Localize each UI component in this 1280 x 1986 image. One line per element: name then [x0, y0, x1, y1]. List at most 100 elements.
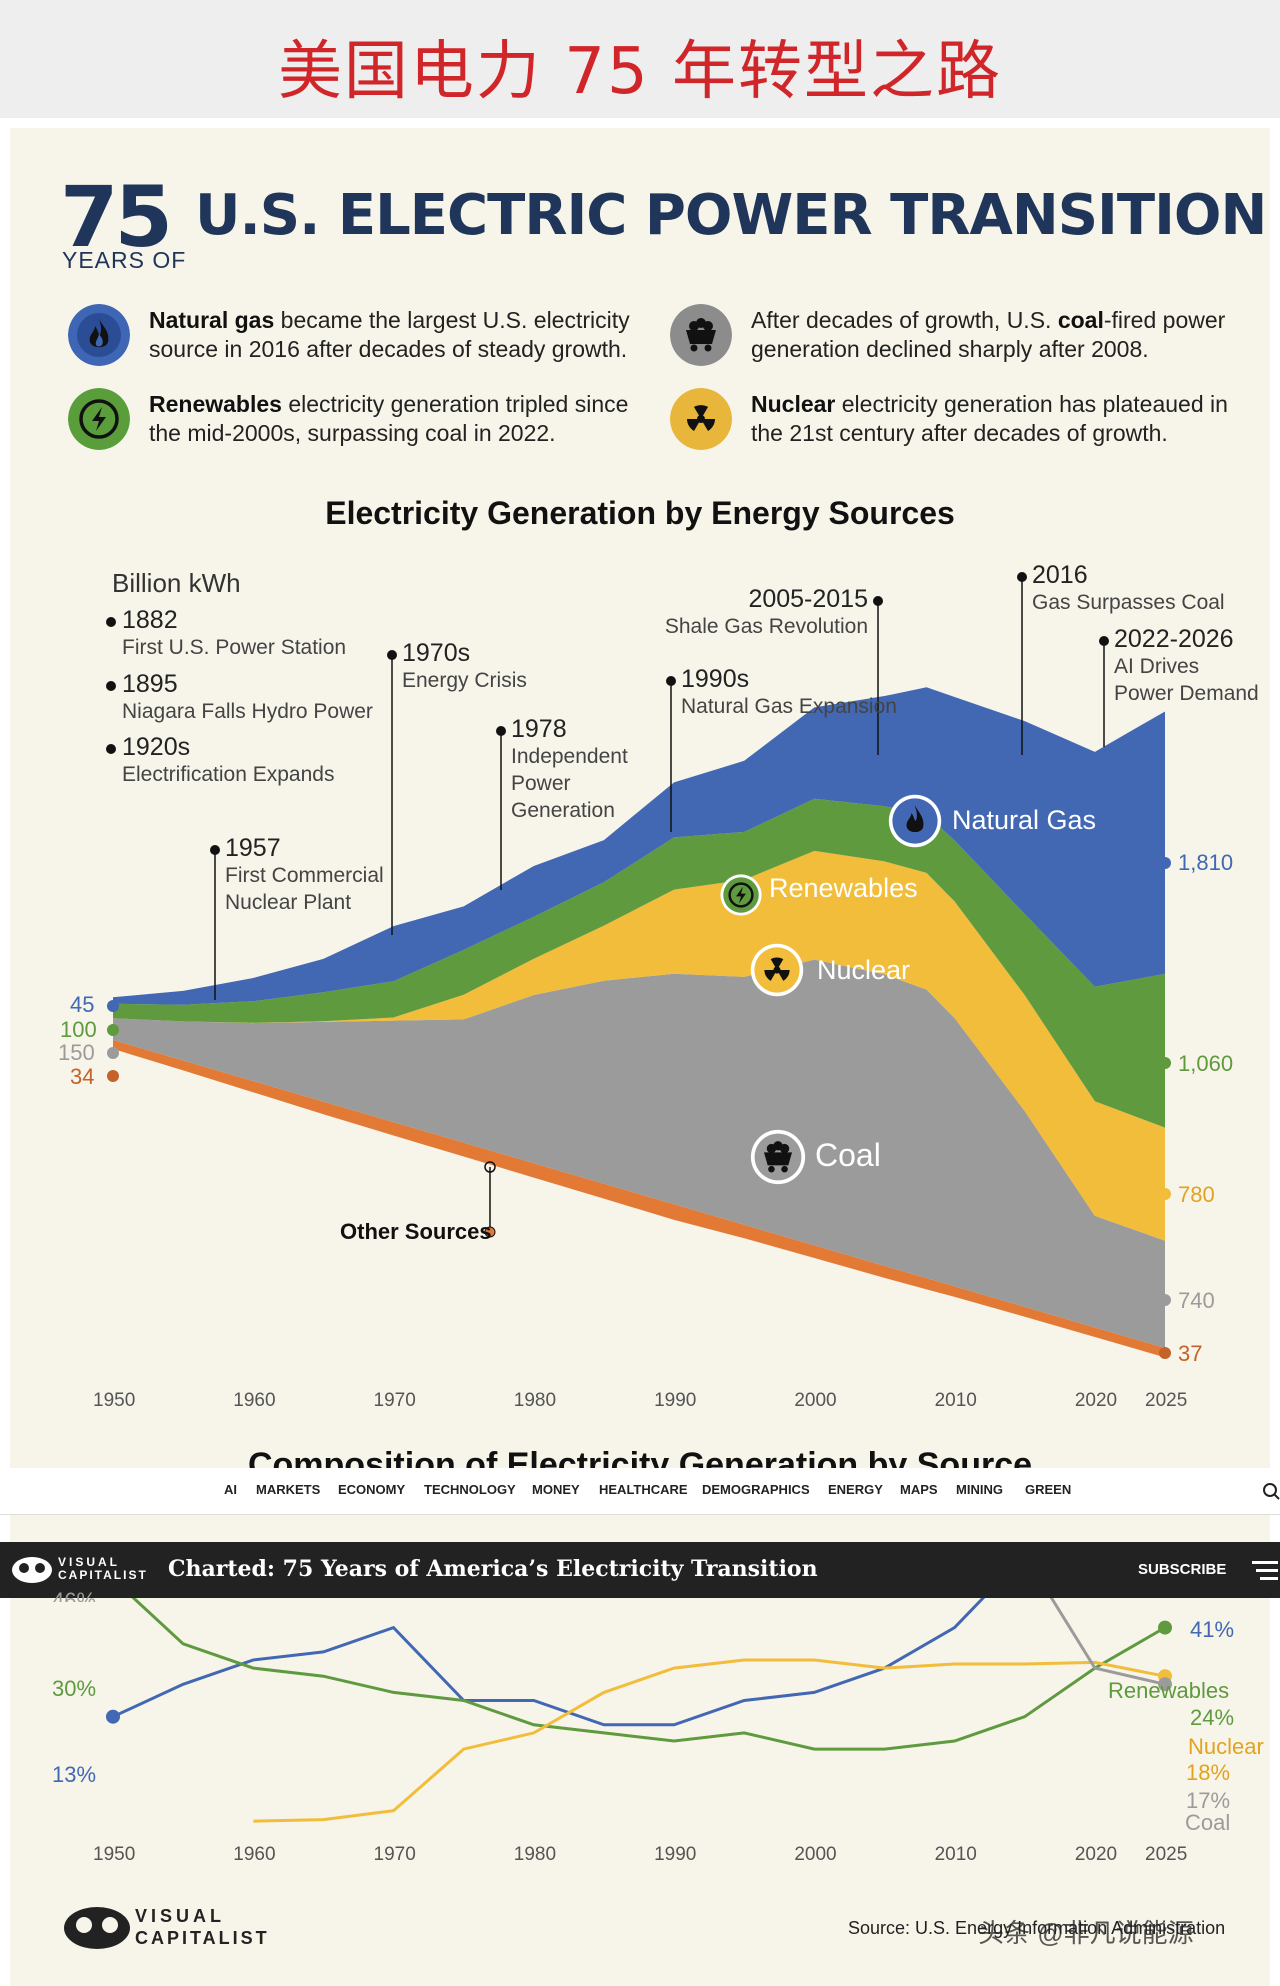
line-start-coal: 46%: [52, 1588, 97, 1602]
x-tick-label: 1970: [373, 1844, 416, 1865]
years-of-label: YEARS OF: [62, 247, 187, 273]
line-start-marker: [106, 1709, 120, 1724]
x-tick-label: 1950: [93, 1844, 136, 1865]
subscribe-button[interactable]: SUBSCRIBE: [1138, 1561, 1227, 1578]
end-label-nuclear: 780: [1178, 1182, 1215, 1207]
annotation-1957: 1957 First Commercial Nuclear Plant: [225, 834, 384, 915]
coal-cart-icon: [670, 304, 732, 366]
nav-green[interactable]: GREEN: [1025, 1482, 1072, 1497]
x-tick-label: 2025: [1145, 1390, 1188, 1411]
footer-brand-top: VISUAL: [135, 1906, 226, 1926]
chart-title: Electricity Generation by Energy Sources: [325, 495, 955, 531]
radiation-icon: [750, 943, 804, 997]
vc-brand-top: VISUAL: [58, 1555, 121, 1569]
start-label-natural-gas: 45: [70, 992, 95, 1017]
lightning-icon: [720, 874, 762, 916]
vc-footer-logo-icon: [64, 1907, 130, 1949]
line-end-marker: [1158, 1483, 1172, 1497]
annotation-1895: 1895 Niagara Falls Hydro Power: [122, 670, 373, 724]
area-natural-gas: [113, 687, 1165, 1005]
annotation-1978: 1978 Independent Power Generation: [511, 715, 628, 823]
line-series-coal: Coal: [1185, 1810, 1231, 1835]
nav-economy[interactable]: ECONOMY: [338, 1482, 406, 1497]
nav-healthcare[interactable]: HEALTHCARE: [599, 1482, 688, 1497]
line-group: [106, 1483, 1172, 1823]
line-start-renewables: 30%: [52, 1676, 97, 1701]
x-tick-label: 1960: [233, 1844, 276, 1865]
banner-title: 美国电力 75 年转型之路: [277, 35, 1003, 109]
other-sources-label: Other Sources: [340, 1219, 492, 1244]
annotation-1882: 1882 First U.S. Power Station: [122, 606, 347, 660]
annotation-2005-2015: 2005-2015 Shale Gas Revolution: [664, 585, 868, 639]
area-other-sources: [113, 1040, 1165, 1358]
annotation-2016: 2016 Gas Surpasses Coal: [1032, 561, 1225, 615]
start-marker-0: [107, 1000, 119, 1012]
renewables-label: Renewables: [769, 873, 918, 903]
fact-natural-gas: Natural gas became the largest U.S. elec…: [149, 307, 630, 362]
x-tick-label: 2000: [794, 1390, 837, 1411]
nav-mining[interactable]: MINING: [956, 1482, 1003, 1497]
line-end-renewables: 24%: [1190, 1705, 1235, 1730]
x-tick-label: 2010: [934, 1844, 977, 1865]
end-marker-4: [1159, 1347, 1171, 1359]
nav-technology[interactable]: TECHNOLOGY: [424, 1482, 516, 1497]
site-navbar: AI MARKETS ECONOMY TECHNOLOGY MONEY HEAL…: [0, 1468, 1280, 1515]
fact-coal: After decades of growth, U.S. coal-fired…: [751, 307, 1226, 362]
x-tick-label: 2020: [1074, 1844, 1118, 1865]
line-renewables: [131, 1598, 1166, 1751]
top-banner: 美国电力 75 年转型之路: [0, 0, 1280, 118]
coal-label: Coal: [815, 1137, 881, 1173]
nav-maps[interactable]: MAPS: [900, 1482, 938, 1497]
x-tick-label: 2020: [1074, 1390, 1118, 1411]
end-label-renewables: 1,060: [1178, 1051, 1234, 1076]
x-tick-label: 1990: [654, 1390, 697, 1411]
search-icon[interactable]: [1262, 1482, 1280, 1500]
end-marker-0: [1159, 857, 1171, 869]
start-marker-3: [107, 1070, 119, 1082]
watermark: 头条 @非凡说能源: [978, 1918, 1194, 1948]
line-end-marker: [1158, 1677, 1172, 1692]
annotation-1970s: 1970s Energy Crisis: [402, 639, 527, 693]
end-marker-3: [1159, 1294, 1171, 1306]
x-tick-label: 1950: [93, 1390, 136, 1411]
natural-gas-label: Natural Gas: [952, 805, 1097, 835]
start-label-coal: 150: [58, 1040, 95, 1065]
x-tick-label: 2010: [934, 1390, 977, 1411]
start-marker-2: [107, 1047, 119, 1059]
article-title: Charted: 75 Years of America’s Electrici…: [168, 1556, 818, 1582]
end-label-other: 37: [1178, 1341, 1203, 1366]
annotation-1990s: 1990s Natural Gas Expansion: [681, 665, 897, 719]
nav-ai[interactable]: AI: [224, 1482, 237, 1497]
end-marker-2: [1159, 1188, 1171, 1200]
line-series-renewables: Renewables: [1108, 1678, 1230, 1703]
cut-title-wrap: Composition of Electricity Generation by…: [0, 1440, 1280, 1468]
fact-renewables: Renewables electricity generation triple…: [149, 391, 629, 446]
x-tick-label: 1980: [513, 1390, 557, 1411]
end-label-coal: 740: [1178, 1288, 1215, 1313]
line-end-marker: [1158, 1620, 1172, 1635]
end-label-natural-gas: 1,810: [1178, 850, 1234, 875]
line-end-natural-gas: 41%: [1190, 1617, 1235, 1642]
end-marker-1: [1159, 1057, 1171, 1069]
line-nuclear: [253, 1658, 1166, 1823]
x-tick-label: 1960: [233, 1390, 276, 1411]
annotation-2022-2026: 2022-2026 AI Drives Power Demand: [1114, 625, 1259, 706]
line-end-nuclear: 18%: [1186, 1760, 1231, 1785]
footer-brand-bottom: CAPITALIST: [135, 1928, 270, 1948]
section2-title: Composition of Electricity Generation by…: [247, 1446, 1033, 1468]
vc-brand-bottom: CAPITALIST: [58, 1568, 148, 1582]
nav-energy[interactable]: ENERGY: [828, 1482, 883, 1497]
nav-markets[interactable]: MARKETS: [256, 1482, 321, 1497]
nav-demographics[interactable]: DEMOGRAPHICS: [702, 1482, 810, 1497]
line-natural-gas: [112, 1598, 986, 1727]
fact-nuclear: Nuclear electricity generation has plate…: [751, 391, 1228, 446]
line-start-natural-gas: 13%: [52, 1762, 97, 1787]
menu-icon[interactable]: [1252, 1560, 1278, 1580]
vc-logo-icon[interactable]: [10, 1554, 54, 1584]
article-header-bar: VISUAL CAPITALIST Charted: 75 Years of A…: [0, 1542, 1280, 1598]
source-note: Source: U.S. Energy Information Administ…: [848, 1918, 1226, 1938]
y-unit-label: Billion kWh: [112, 568, 241, 598]
nav-money[interactable]: MONEY: [532, 1482, 580, 1497]
